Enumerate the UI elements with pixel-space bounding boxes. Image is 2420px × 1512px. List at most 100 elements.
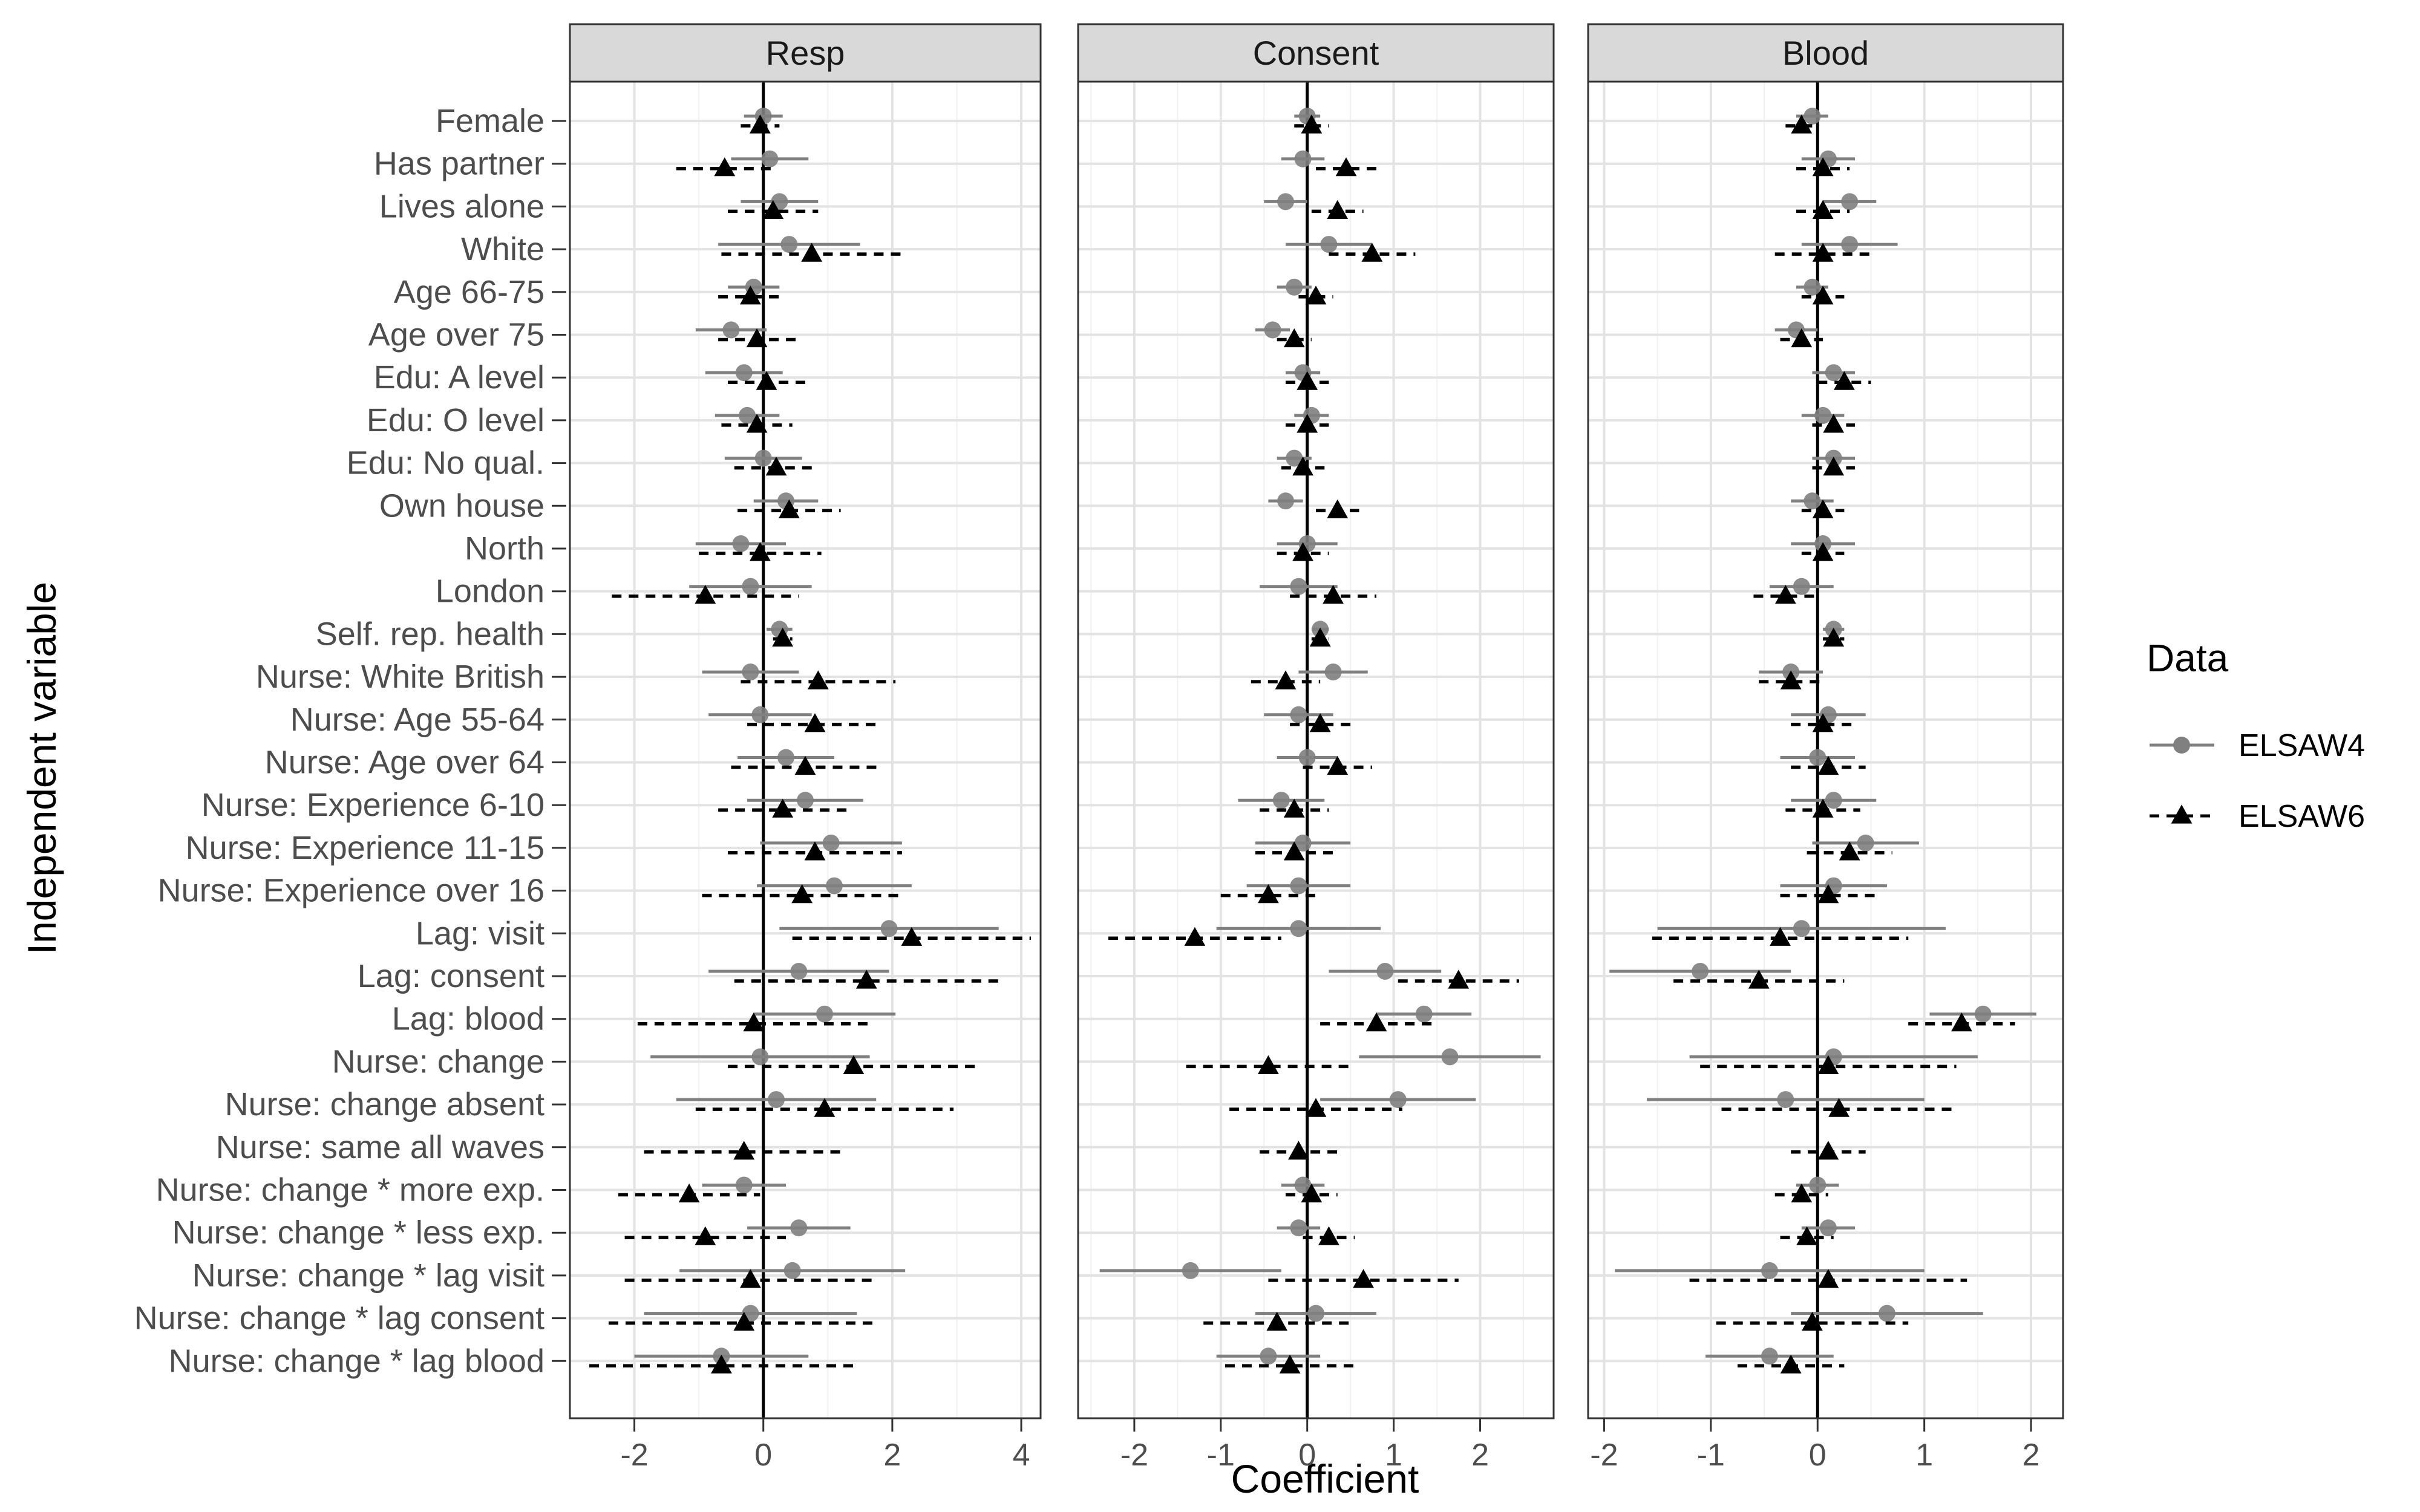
point-estimate [711, 1354, 732, 1374]
point-estimate [1791, 328, 1813, 348]
point-estimate [794, 755, 816, 775]
y-axis-title: Independent variable [19, 582, 64, 955]
point-estimate [1294, 1176, 1312, 1194]
x-tick-label: -1 [1207, 1438, 1235, 1473]
point-estimate [1184, 927, 1206, 946]
point-estimate [1286, 449, 1303, 467]
x-tick-label: -2 [1120, 1438, 1148, 1473]
point-estimate [756, 371, 777, 390]
x-tick-label: 2 [883, 1438, 901, 1473]
point-estimate [790, 963, 808, 980]
point-estimate [1283, 798, 1305, 818]
point-estimate [1812, 157, 1834, 177]
point-estimate [791, 884, 813, 904]
point-estimate [880, 920, 898, 937]
point-estimate [1796, 1226, 1818, 1245]
x-tick-label: 1 [1385, 1438, 1402, 1473]
point-estimate [1812, 285, 1834, 305]
x-tick-label: 4 [1013, 1438, 1030, 1473]
point-estimate [1878, 1305, 1895, 1322]
point-estimate [735, 1176, 753, 1194]
point-estimate [1791, 114, 1813, 134]
point-estimate [678, 1183, 700, 1203]
point-estimate [1441, 1048, 1459, 1066]
point-estimate [765, 457, 787, 476]
point-estimate [749, 114, 771, 134]
point-estimate [777, 749, 795, 766]
legend-item-ELSAW6: ELSAW6 [2150, 799, 2365, 834]
variable-label: Nurse: Experience over 16 [158, 873, 544, 909]
variable-label: White [461, 231, 544, 267]
point-estimate [1323, 585, 1344, 604]
point-estimate [1809, 1176, 1826, 1194]
variable-label: Age 66-75 [394, 274, 544, 310]
point-estimate [1780, 670, 1802, 689]
point-estimate [1294, 150, 1312, 168]
variable-label: Lag: consent [358, 958, 544, 994]
point-estimate [733, 1312, 755, 1331]
point-estimate [1812, 200, 1834, 219]
point-estimate [751, 1048, 769, 1066]
series-ELSAW6 [1652, 114, 2015, 1374]
panel-border [1077, 80, 1555, 1419]
point-estimate [751, 706, 769, 723]
point-estimate [855, 969, 877, 989]
variable-label: Edu: O level [367, 402, 544, 438]
point-estimate [1376, 963, 1394, 980]
x-tick-label: -1 [1697, 1438, 1725, 1473]
variable-label: Female [436, 103, 544, 139]
x-tick-label: 0 [754, 1438, 772, 1473]
x-tick-label: 0 [1809, 1438, 1826, 1473]
point-estimate [1804, 492, 1821, 510]
point-estimate [1365, 1012, 1387, 1032]
point-estimate [761, 150, 779, 168]
point-estimate [1812, 713, 1834, 732]
point-estimate [695, 585, 716, 604]
point-estimate [780, 236, 798, 253]
point-estimate [1780, 1354, 1802, 1374]
point-estimate [1324, 663, 1342, 681]
point-estimate [1814, 406, 1832, 424]
point-estimate [733, 1141, 755, 1160]
point-estimate [1283, 328, 1305, 348]
x-tick-label: 0 [1298, 1438, 1316, 1473]
point-estimate [1825, 364, 1842, 382]
variable-label: Nurse: change * more exp. [156, 1172, 544, 1208]
point-estimate [1415, 1005, 1433, 1023]
point-estimate [1272, 792, 1290, 809]
point-estimate [783, 1262, 801, 1279]
variable-label: Self. rep. health [316, 616, 544, 652]
variable-labels: Female Has partner Lives alone White Age 66-… [134, 103, 566, 1379]
point-estimate [1839, 841, 1860, 861]
point-estimate [804, 841, 826, 861]
point-estimate [1812, 798, 1834, 818]
point-estimate [1301, 1183, 1323, 1203]
point-estimate [1320, 236, 1338, 253]
point-estimate [768, 1091, 785, 1109]
series-ELSAW6 [589, 114, 1032, 1374]
point-estimate [1809, 749, 1826, 766]
point-estimate [1258, 884, 1279, 904]
point-estimate [762, 200, 784, 219]
series-ELSAW4 [634, 108, 999, 1365]
point-estimate [1297, 371, 1318, 390]
point-estimate [743, 1012, 765, 1032]
point-estimate [740, 285, 761, 305]
point-estimate [1258, 1055, 1279, 1074]
point-estimate [1305, 285, 1327, 305]
panel-background [1078, 82, 1554, 1418]
point-estimate [1290, 706, 1307, 723]
point-estimate [1748, 969, 1770, 989]
point-estimate [1692, 963, 1709, 980]
point-estimate [772, 627, 794, 647]
panel-title: Blood [1782, 34, 1869, 72]
point-estimate [746, 328, 768, 348]
variable-label: Nurse: Age 55-64 [290, 702, 544, 738]
panel-background [570, 82, 1041, 1418]
point-estimate [722, 321, 740, 339]
variable-label: Lag: visit [416, 915, 544, 951]
panel-1: Consent -2 -1 0 1 2 [1077, 23, 1555, 1473]
point-estimate [1307, 1305, 1324, 1322]
strip-background [1077, 23, 1555, 83]
